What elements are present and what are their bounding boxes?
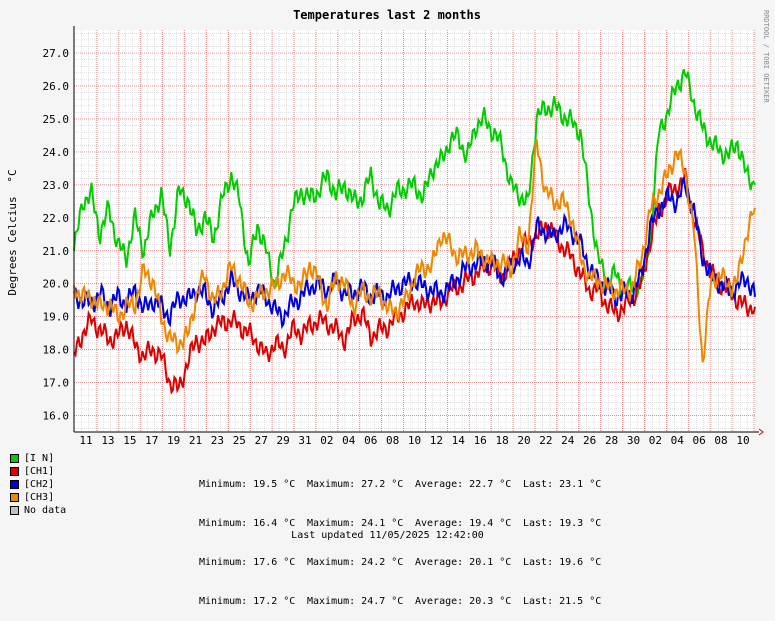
x-tick-label: 18 xyxy=(495,434,508,447)
stat-avg: Average: 19.4 °C xyxy=(415,518,512,529)
legend-item-ch1: [CH1] xyxy=(10,465,66,478)
y-tick-label: 16.0 xyxy=(43,410,70,423)
legend-item-in: [I N] xyxy=(10,452,66,465)
y-tick-label: 26.0 xyxy=(43,80,70,93)
legend-swatch-ch1 xyxy=(10,467,19,476)
x-axis-arrow xyxy=(758,428,764,436)
stat-max: Maximum: 24.2 °C xyxy=(307,557,404,568)
y-tick-label: 25.0 xyxy=(43,113,70,126)
x-tick-label: 26 xyxy=(583,434,596,447)
stats-row-ch1: Minimum: 16.4 °C Maximum: 24.1 °C Averag… xyxy=(199,517,601,530)
x-tick-label: 24 xyxy=(561,434,575,447)
x-tick-label: 17 xyxy=(145,434,158,447)
legend-item-nodata: No data xyxy=(10,504,66,517)
legend-swatch-ch2 xyxy=(10,480,19,489)
legend: [I N] [CH1] [CH2] [CH3] No data xyxy=(10,452,66,517)
stat-min: Minimum: 16.4 °C xyxy=(199,518,296,529)
x-tick-label: 25 xyxy=(233,434,246,447)
legend-swatch-in xyxy=(10,454,19,463)
stat-max: Maximum: 24.1 °C xyxy=(307,518,404,529)
stat-min: Minimum: 17.2 °C xyxy=(199,596,296,607)
x-tick-label: 15 xyxy=(123,434,136,447)
series-line-1 xyxy=(73,167,756,395)
stat-min: Minimum: 17.6 °C xyxy=(199,557,296,568)
legend-item-ch2: [CH2] xyxy=(10,478,66,491)
rrdtool-credit: RRDTOOL / TOBI OETIKER xyxy=(762,10,770,103)
x-tick-label: 21 xyxy=(189,434,202,447)
y-tick-label: 27.0 xyxy=(43,47,70,60)
y-tick-label: 22.0 xyxy=(43,212,70,225)
x-tick-label: 08 xyxy=(714,434,727,447)
legend-item-ch3: [CH3] xyxy=(10,491,66,504)
y-tick-label: 20.0 xyxy=(43,278,70,291)
grid xyxy=(73,30,756,432)
y-ticks: 16.0 17.0 18.0 19.0 20.0 21.0 22.0 23.0 24.0 25.0… xyxy=(43,47,70,422)
y-axis-unit: °C xyxy=(6,169,19,182)
y-tick-label: 17.0 xyxy=(43,377,70,390)
stat-min: Minimum: 19.5 °C xyxy=(199,479,296,490)
x-tick-label: 02 xyxy=(649,434,662,447)
x-tick-label: 06 xyxy=(364,434,377,447)
x-tick-label: 10 xyxy=(408,434,421,447)
stat-last: Last: 23.1 °C xyxy=(523,479,602,490)
last-updated: Last updated 11/05/2025 12:42:00 xyxy=(291,530,484,541)
legend-label: [CH3] xyxy=(24,492,55,503)
stat-avg: Average: 22.7 °C xyxy=(415,479,512,490)
x-tick-label: 11 xyxy=(79,434,92,447)
stat-avg: Average: 20.3 °C xyxy=(415,596,512,607)
legend-label: [CH1] xyxy=(24,466,55,477)
x-tick-label: 20 xyxy=(517,434,530,447)
x-tick-label: 19 xyxy=(167,434,180,447)
stat-max: Maximum: 27.2 °C xyxy=(307,479,404,490)
x-tick-label: 06 xyxy=(693,434,706,447)
legend-label: [I N] xyxy=(24,453,55,464)
x-tick-label: 04 xyxy=(342,434,356,447)
legend-label: No data xyxy=(24,505,67,516)
stat-last: Last: 21.5 °C xyxy=(523,596,602,607)
y-axis-label: Degrees Celcius xyxy=(6,196,19,295)
x-tick-label: 28 xyxy=(605,434,618,447)
stat-last: Last: 19.6 °C xyxy=(523,557,602,568)
stat-max: Maximum: 24.7 °C xyxy=(307,596,404,607)
y-tick-label: 19.0 xyxy=(43,311,70,324)
x-tick-label: 22 xyxy=(539,434,552,447)
x-tick-label: 02 xyxy=(320,434,333,447)
legend-swatch-ch3 xyxy=(10,493,19,502)
x-tick-label: 10 xyxy=(736,434,749,447)
x-tick-label: 14 xyxy=(452,434,466,447)
x-tick-label: 08 xyxy=(386,434,399,447)
series-lines xyxy=(73,69,756,395)
stats-row-ch2: Minimum: 17.6 °C Maximum: 24.2 °C Averag… xyxy=(199,556,601,569)
temperature-chart: Temperatures last 2 months Degrees Celci… xyxy=(6,8,764,447)
x-tick-label: 23 xyxy=(211,434,224,447)
x-tick-label: 12 xyxy=(430,434,443,447)
x-tick-label: 29 xyxy=(276,434,289,447)
x-tick-label: 27 xyxy=(255,434,268,447)
axes xyxy=(73,26,764,436)
stats-row-in: Minimum: 19.5 °C Maximum: 27.2 °C Averag… xyxy=(199,478,601,491)
x-tick-label: 16 xyxy=(474,434,487,447)
chart-title: Temperatures last 2 months xyxy=(293,8,481,22)
y-tick-label: 18.0 xyxy=(43,344,70,357)
y-tick-label: 24.0 xyxy=(43,146,70,159)
x-tick-label: 13 xyxy=(101,434,114,447)
stat-last: Last: 19.3 °C xyxy=(523,518,602,529)
y-tick-label: 23.0 xyxy=(43,179,70,192)
series-line-3 xyxy=(73,139,756,363)
stats-row-ch3: Minimum: 17.2 °C Maximum: 24.7 °C Averag… xyxy=(199,595,601,608)
x-tick-label: 30 xyxy=(627,434,640,447)
x-tick-label: 31 xyxy=(298,434,311,447)
x-ticks: 11 13 15 17 19 21 23 25 27 29 31 02 04 06 08 10 12 14 16 18… xyxy=(79,434,749,447)
stat-avg: Average: 20.1 °C xyxy=(415,557,512,568)
legend-swatch-nodata xyxy=(10,506,19,515)
legend-label: [CH2] xyxy=(24,479,55,490)
y-tick-label: 21.0 xyxy=(43,245,70,258)
x-tick-label: 04 xyxy=(671,434,685,447)
